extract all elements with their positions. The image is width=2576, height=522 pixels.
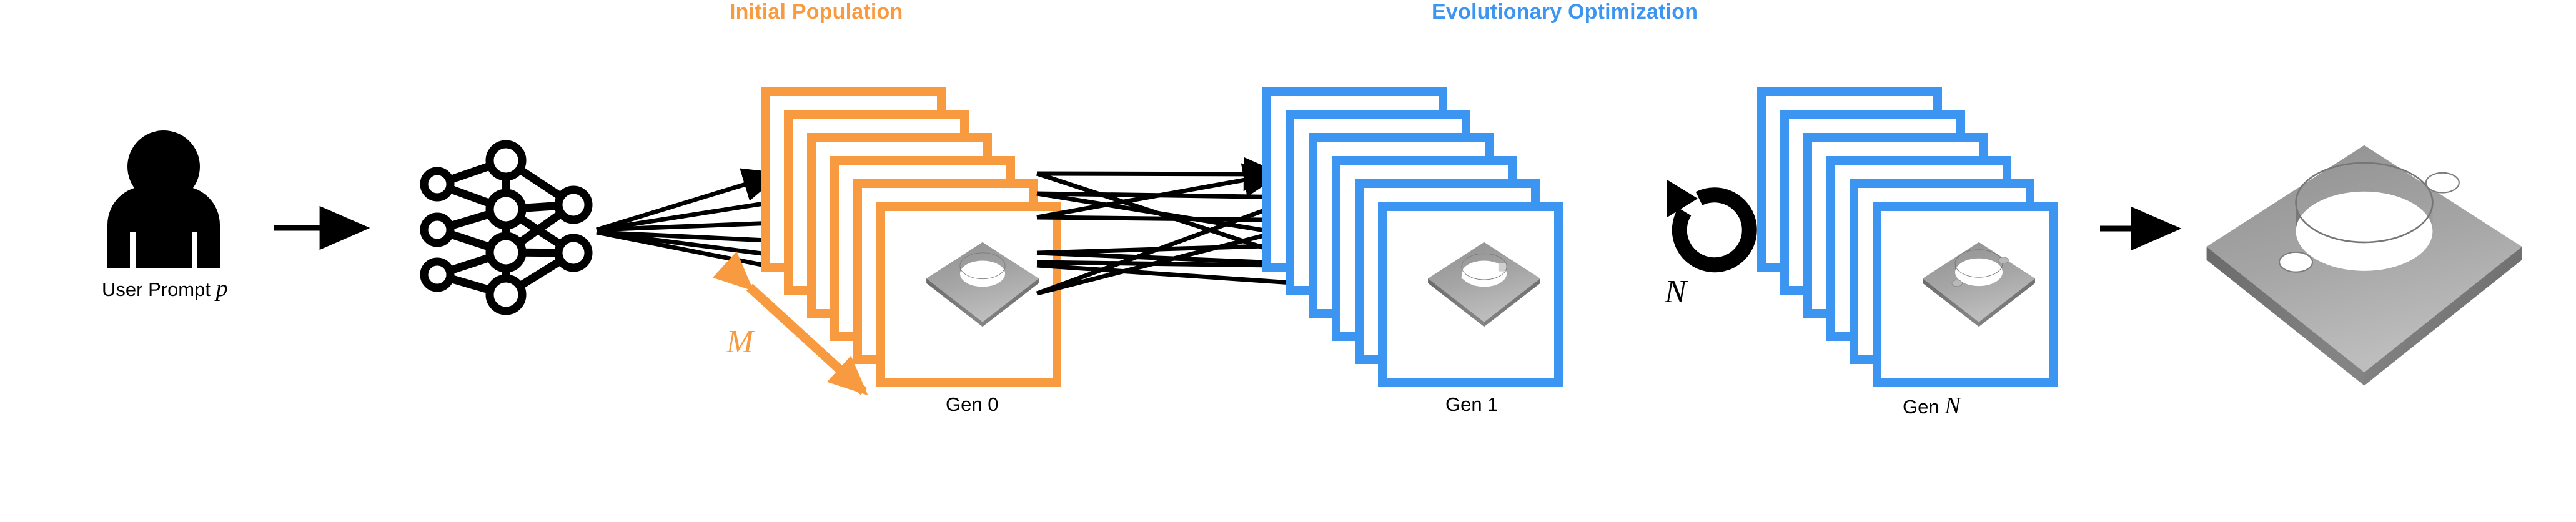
- stack-gen1: [1262, 87, 1563, 387]
- section-title-initial-population: Initial Population: [730, 0, 903, 24]
- user-prompt-label: User Prompt p: [102, 275, 228, 302]
- stack-label-gen1-text: Gen: [1445, 393, 1482, 415]
- population-size-arrow: [712, 251, 868, 396]
- card-stack-front: [1873, 202, 2058, 387]
- population-size-symbol: M: [726, 324, 754, 360]
- cad-plate-large-bore-two-holes-icon: [2206, 144, 2523, 387]
- card-stack-front: [876, 202, 1061, 387]
- card-stack-front: [1378, 202, 1563, 387]
- stack-gen0: [761, 87, 1061, 387]
- stack-label-genN-text: Gen: [1903, 396, 1939, 418]
- section-title-evolutionary-optimization: Evolutionary Optimization: [1432, 0, 1698, 24]
- user-prompt-label-text: User Prompt: [102, 278, 211, 300]
- neural-network-icon: [420, 140, 593, 315]
- user-prompt-symbol: p: [215, 275, 228, 302]
- stack-label-genN: Gen N: [1903, 392, 1961, 420]
- stack-label-gen1-value: 1: [1487, 393, 1499, 415]
- stack-genN: [1757, 87, 2058, 387]
- stack-label-gen1: Gen 1: [1445, 393, 1498, 416]
- stack-label-gen0-value: 0: [988, 393, 999, 415]
- stack-label-genN-value: N: [1944, 393, 1961, 419]
- circular-refresh-arrow-icon: [1667, 180, 1757, 273]
- stack-label-gen0: Gen 0: [946, 393, 998, 416]
- stack-label-gen0-text: Gen: [946, 393, 983, 415]
- user-person-icon: [107, 130, 220, 268]
- iteration-count-symbol: N: [1665, 274, 1687, 310]
